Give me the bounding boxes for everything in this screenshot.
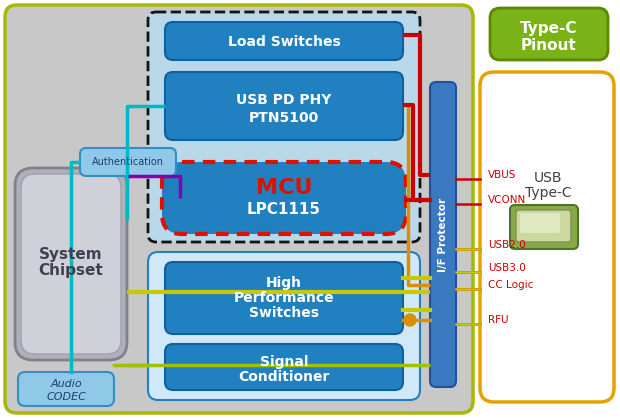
Text: Chipset: Chipset xyxy=(38,263,104,278)
FancyBboxPatch shape xyxy=(148,252,420,400)
Text: CC Logic: CC Logic xyxy=(488,280,533,290)
FancyBboxPatch shape xyxy=(162,162,406,234)
FancyBboxPatch shape xyxy=(18,372,114,406)
Text: PTN5100: PTN5100 xyxy=(249,111,319,125)
FancyBboxPatch shape xyxy=(80,148,176,176)
Text: USB: USB xyxy=(534,171,562,185)
FancyBboxPatch shape xyxy=(165,344,403,390)
Text: LPC1115: LPC1115 xyxy=(247,202,321,217)
FancyBboxPatch shape xyxy=(21,174,121,354)
Text: I/F Protector: I/F Protector xyxy=(438,198,448,272)
Text: Pinout: Pinout xyxy=(521,38,577,54)
Text: Audio: Audio xyxy=(50,379,82,389)
FancyBboxPatch shape xyxy=(430,82,456,387)
FancyBboxPatch shape xyxy=(5,5,473,413)
FancyBboxPatch shape xyxy=(490,8,608,60)
FancyBboxPatch shape xyxy=(15,168,127,360)
Text: USB2.0: USB2.0 xyxy=(488,240,526,250)
FancyBboxPatch shape xyxy=(520,213,560,233)
FancyBboxPatch shape xyxy=(480,72,614,402)
Text: CODEC: CODEC xyxy=(46,392,86,402)
FancyBboxPatch shape xyxy=(516,210,571,242)
Circle shape xyxy=(404,314,416,326)
Text: VCONN: VCONN xyxy=(488,195,526,205)
Text: Conditioner: Conditioner xyxy=(238,370,330,384)
Text: MCU: MCU xyxy=(255,178,312,198)
Text: Authentication: Authentication xyxy=(92,157,164,167)
FancyBboxPatch shape xyxy=(510,205,578,249)
Text: Signal: Signal xyxy=(260,355,308,369)
Text: Type-C: Type-C xyxy=(525,186,571,200)
Text: System: System xyxy=(39,247,103,262)
Text: High: High xyxy=(266,276,302,290)
Text: USB3.0: USB3.0 xyxy=(488,263,526,273)
Text: Performance: Performance xyxy=(234,291,334,305)
Text: Type-C: Type-C xyxy=(520,20,578,36)
FancyBboxPatch shape xyxy=(165,22,403,60)
Text: VBUS: VBUS xyxy=(488,170,516,180)
FancyBboxPatch shape xyxy=(165,262,403,334)
Text: Load Switches: Load Switches xyxy=(228,35,340,49)
Text: RFU: RFU xyxy=(488,315,508,325)
FancyBboxPatch shape xyxy=(165,72,403,140)
Text: Switches: Switches xyxy=(249,306,319,320)
Text: USB PD PHY: USB PD PHY xyxy=(236,93,332,107)
FancyBboxPatch shape xyxy=(148,12,420,242)
